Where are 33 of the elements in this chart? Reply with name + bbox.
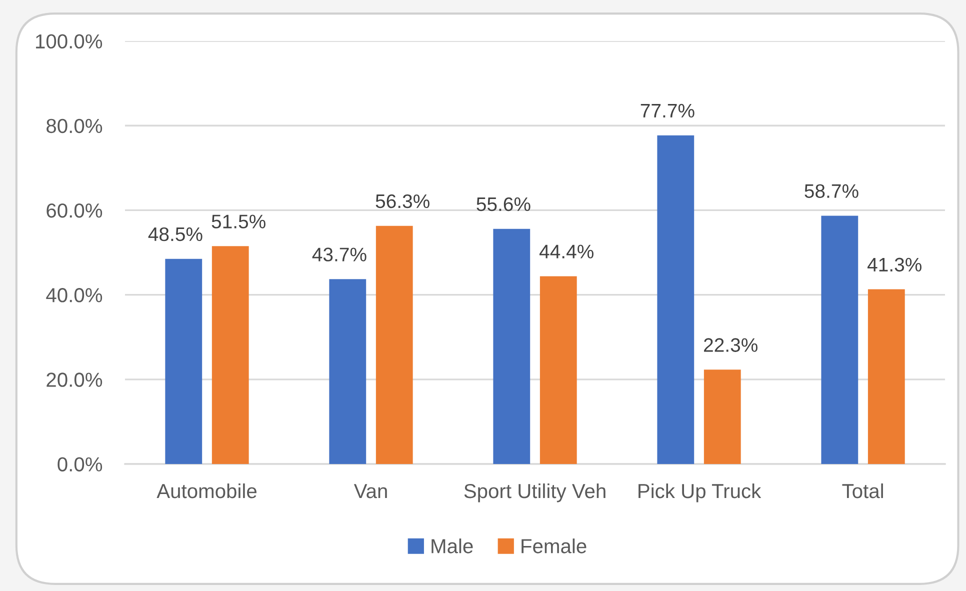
y-tick-label: 60.0% (46, 203, 102, 218)
bar (821, 216, 858, 464)
bar (493, 228, 530, 464)
y-tick-label: 0.0% (58, 457, 102, 472)
x-tick-label: Van (354, 484, 387, 498)
y-tick-label: 100.0% (36, 34, 102, 49)
data-label: 22.3% (704, 338, 758, 352)
data-label: 55.6% (476, 197, 530, 212)
legend-label: Female (522, 538, 586, 554)
y-tick-label: 80.0% (46, 118, 102, 134)
legend-label: Male (432, 538, 473, 554)
y-tick-label: 20.0% (46, 372, 102, 387)
data-label: 77.7% (640, 104, 694, 118)
bar (704, 370, 741, 464)
data-label: 48.5% (148, 227, 202, 242)
x-tick-label: Total (842, 483, 883, 498)
bar (657, 135, 694, 464)
data-label: 44.4% (539, 244, 594, 258)
data-label: 41.3% (867, 258, 922, 272)
bar (212, 246, 249, 464)
y-tick-label: 40.0% (46, 288, 102, 302)
bar (376, 226, 413, 464)
data-label: 51.5% (212, 214, 266, 228)
x-tick-label: Pick Up Truck (638, 483, 762, 502)
x-tick-label: Automobile (156, 483, 256, 498)
data-label: 56.3% (376, 194, 430, 208)
bar (165, 258, 202, 464)
bar (868, 289, 905, 464)
x-tick-label: Sport Utility Veh (464, 483, 606, 502)
data-label: 43.7% (312, 248, 366, 262)
bar (329, 279, 366, 464)
data-label: 58.7% (804, 184, 858, 198)
bar (540, 276, 577, 464)
